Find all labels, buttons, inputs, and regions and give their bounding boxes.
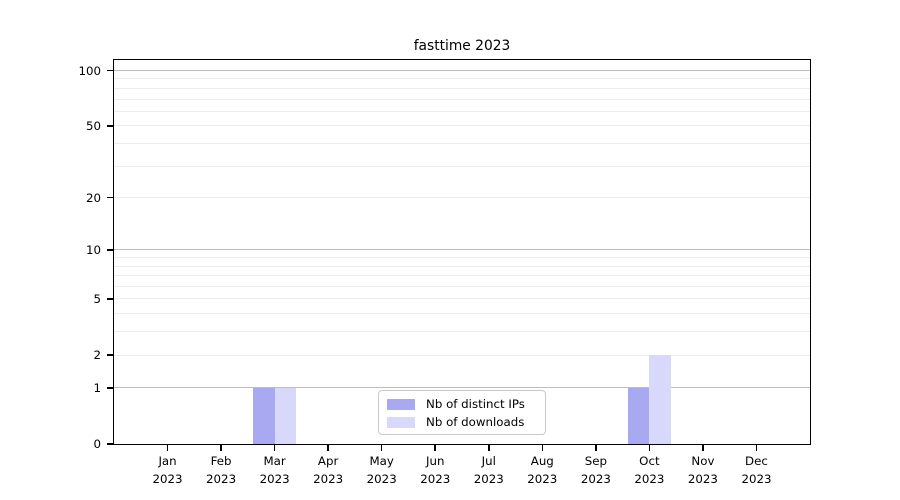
y-tick (107, 125, 114, 127)
x-tick-label: Sep 2023 (580, 454, 611, 486)
y-tick (107, 196, 114, 199)
bar-downloads-oct (649, 355, 671, 444)
y-tick-label: 20 (85, 190, 101, 205)
x-tick (220, 444, 222, 451)
x-tick (327, 444, 329, 451)
legend: Nb of distinct IPs Nb of downloads (378, 390, 546, 435)
x-tick-label: Apr 2023 (313, 454, 344, 486)
x-tick (595, 444, 597, 451)
y-tick (107, 69, 114, 72)
x-tick-label: Jan 2023 (152, 454, 183, 486)
bar-downloads-mar (274, 387, 297, 444)
y-tick-label: 10 (85, 242, 101, 257)
y-tick (107, 443, 114, 445)
x-tick-label: May 2023 (366, 454, 397, 486)
y-tick-label: 0 (93, 437, 101, 451)
x-tick (380, 444, 383, 451)
gridline-minor (114, 286, 810, 288)
legend-item-downloads: Nb of downloads (387, 414, 537, 430)
y-tick-label: 2 (93, 348, 101, 363)
gridline-minor (114, 142, 810, 144)
x-tick-label: Aug 2023 (527, 454, 558, 486)
x-tick (755, 444, 758, 451)
gridline-minor (114, 275, 810, 277)
x-tick-label: Feb 2023 (206, 454, 237, 486)
gridline-minor (114, 87, 810, 89)
y-tick-label: 1 (93, 380, 101, 395)
legend-swatch (387, 398, 415, 410)
x-tick-label: Dec 2023 (741, 454, 772, 486)
plot-area (114, 60, 810, 444)
y-tick-label: 50 (85, 118, 101, 133)
gridline-major (114, 387, 810, 389)
gridline-major (114, 70, 810, 71)
legend-item-distinct-ips: Nb of distinct IPs (387, 396, 537, 412)
x-tick (273, 444, 276, 451)
gridline-minor (114, 257, 810, 259)
x-tick-label: Oct 2023 (634, 454, 665, 486)
y-tick-label: 100 (78, 63, 101, 78)
gridline-minor (114, 197, 810, 199)
y-tick (107, 249, 114, 251)
gridline-minor (114, 354, 810, 356)
gridline-minor (114, 298, 810, 300)
gridline-minor (114, 165, 810, 167)
x-tick-label: Jul 2023 (473, 454, 504, 486)
legend-swatch (387, 416, 415, 428)
legend-label: Nb of downloads (426, 415, 525, 429)
y-tick (107, 387, 114, 389)
gridline-minor (114, 265, 810, 267)
x-tick (488, 444, 490, 451)
x-tick (702, 444, 704, 451)
y-tick (107, 298, 114, 300)
gridline-minor (114, 313, 810, 315)
x-tick-label: Nov 2023 (687, 454, 718, 486)
x-tick-label: Jun 2023 (420, 454, 451, 486)
bar-distinct-ips-oct (627, 387, 650, 444)
y-tick-label: 5 (93, 291, 101, 306)
gridline-minor (114, 110, 810, 112)
gridline-minor (114, 98, 810, 100)
gridline-minor (114, 331, 810, 333)
gridline-minor (114, 78, 810, 80)
y-tick (107, 354, 114, 356)
x-tick (166, 444, 169, 451)
plot-title: fasttime 2023 (413, 38, 511, 54)
gridline-major (114, 249, 810, 251)
x-tick-label: Mar 2023 (259, 454, 290, 486)
bar-distinct-ips-mar (253, 387, 275, 444)
x-tick (434, 444, 436, 451)
x-tick (541, 444, 544, 451)
gridline-minor (114, 125, 810, 127)
legend-label: Nb of distinct IPs (426, 397, 525, 411)
x-tick (648, 444, 651, 451)
